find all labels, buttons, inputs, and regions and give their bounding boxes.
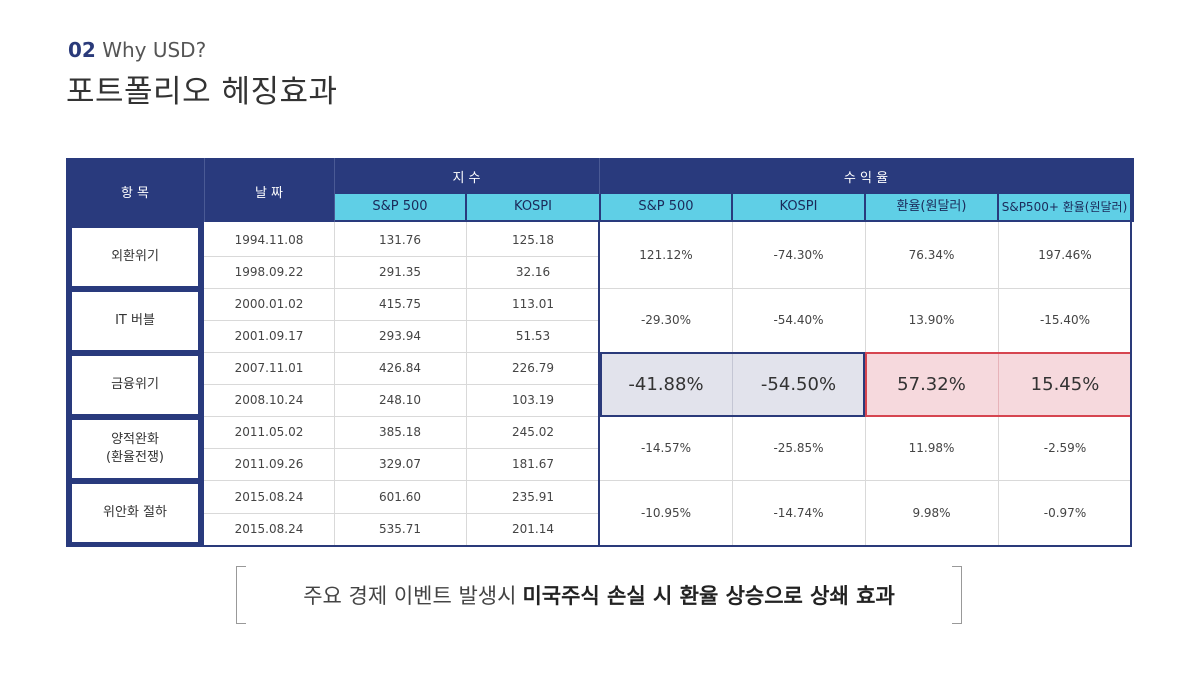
section-number: 02 bbox=[68, 38, 96, 62]
category-label: IT 버블 bbox=[115, 313, 155, 328]
caption-bold: 미국주식 손실 시 환율 상승으로 상쇄 효과 bbox=[522, 584, 895, 608]
return-cell: -74.30% bbox=[773, 248, 824, 262]
sp500-cell: 601.60 bbox=[379, 489, 421, 504]
return-cell-highlight: -41.88% bbox=[628, 374, 704, 395]
return-cell: -0.97% bbox=[1043, 505, 1087, 520]
grid-line bbox=[204, 545, 600, 547]
kospi-cell: 226.79 bbox=[512, 361, 554, 375]
sp500-cell: 426.84 bbox=[379, 361, 421, 375]
return-cell-highlight: 57.32% bbox=[897, 374, 966, 395]
date-cell: 2015.08.24 bbox=[234, 489, 304, 504]
sub-header-return-kospi: KOSPI bbox=[733, 194, 864, 220]
date-cell: 2000.01.02 bbox=[234, 297, 304, 311]
kospi-cell: 32.16 bbox=[515, 265, 551, 279]
header-divider bbox=[599, 158, 600, 194]
date-cell: 1994.11.08 bbox=[234, 233, 304, 247]
caption: 주요 경제 이벤트 발생시 미국주식 손실 시 환율 상승으로 상쇄 효과 bbox=[236, 566, 962, 624]
col-date-header: 날 짜 bbox=[254, 186, 284, 201]
category-cell: 위안화 절하 bbox=[72, 484, 198, 542]
return-cell: -10.95% bbox=[640, 505, 692, 520]
kospi-cell: 103.19 bbox=[512, 393, 554, 407]
kospi-cell: 113.01 bbox=[512, 297, 554, 311]
grid-line bbox=[204, 513, 600, 514]
date-cell: 2015.08.24 bbox=[234, 522, 304, 536]
date-cell: 2007.11.01 bbox=[234, 361, 304, 375]
sp500-cell: 131.76 bbox=[379, 233, 421, 247]
return-cell: 76.34% bbox=[908, 248, 955, 262]
category-cell: 금융위기 bbox=[72, 356, 198, 414]
kospi-cell: 51.53 bbox=[515, 329, 551, 343]
date-cell: 2001.09.17 bbox=[234, 329, 304, 343]
grid-line bbox=[204, 448, 600, 449]
caption-bracket-left bbox=[236, 566, 246, 624]
returns-frame bbox=[598, 222, 1132, 547]
category-cell: IT 버블 bbox=[72, 292, 198, 350]
sp500-cell: 293.94 bbox=[379, 329, 421, 343]
date-cell: 2011.09.26 bbox=[234, 457, 304, 471]
return-cell: 121.12% bbox=[639, 248, 693, 262]
caption-bracket-right bbox=[952, 566, 962, 624]
return-cell-highlight: 15.45% bbox=[1030, 374, 1100, 395]
col-category-header: 항 목 bbox=[120, 186, 150, 201]
return-cell: 13.90% bbox=[908, 313, 955, 327]
return-cell: -2.59% bbox=[1043, 441, 1087, 455]
sub-header-return-combined: S&P500+ 환율(원달러) bbox=[999, 194, 1130, 220]
return-cell: -25.85% bbox=[773, 441, 824, 455]
page-title: 포트폴리오 헤징효과 bbox=[66, 74, 338, 110]
category-label: 위안화 절하 bbox=[103, 505, 167, 520]
section-label: 02 Why USD? bbox=[68, 38, 206, 62]
sub-header-return-sp500: S&P 500 bbox=[601, 194, 731, 220]
return-cell: -15.40% bbox=[1039, 313, 1091, 327]
header-divider bbox=[204, 158, 205, 222]
caption-normal: 주요 경제 이벤트 발생시 bbox=[303, 584, 517, 608]
return-cell: -14.57% bbox=[640, 441, 692, 455]
sub-header-sp500: S&P 500 bbox=[335, 194, 465, 220]
sub-header-kospi: KOSPI bbox=[467, 194, 599, 220]
group-return-header: 수 익 율 bbox=[843, 171, 889, 186]
grid-line bbox=[204, 288, 1132, 289]
kospi-cell: 125.18 bbox=[512, 233, 554, 247]
sp500-cell: 385.18 bbox=[379, 425, 421, 439]
return-cell: -29.30% bbox=[640, 313, 692, 327]
kospi-cell: 201.14 bbox=[512, 522, 554, 536]
grid-line bbox=[204, 256, 600, 257]
grid-line bbox=[204, 384, 600, 385]
date-cell: 1998.09.22 bbox=[234, 265, 304, 279]
sp500-cell: 535.71 bbox=[379, 522, 421, 536]
date-cell: 2008.10.24 bbox=[234, 393, 304, 407]
category-cell: 외환위기 bbox=[72, 228, 198, 286]
kospi-cell: 181.67 bbox=[512, 457, 554, 471]
grid-line bbox=[204, 480, 1132, 481]
sp500-cell: 291.35 bbox=[379, 265, 421, 279]
sp500-cell: 415.75 bbox=[379, 297, 421, 311]
category-cell: 양적완화 (환율전쟁) bbox=[72, 420, 198, 478]
category-label: 금융위기 bbox=[111, 377, 159, 392]
date-cell: 2011.05.02 bbox=[234, 425, 304, 439]
highlight-divider bbox=[732, 354, 733, 415]
header-divider bbox=[334, 158, 335, 222]
grid-line bbox=[204, 320, 600, 321]
return-cell: -54.40% bbox=[773, 313, 824, 327]
category-label: 양적완화 bbox=[111, 432, 159, 447]
return-cell: -14.74% bbox=[773, 505, 824, 520]
return-cell: 197.46% bbox=[1038, 248, 1092, 262]
kospi-cell: 245.02 bbox=[512, 425, 554, 439]
highlight-divider bbox=[998, 354, 999, 415]
return-cell: 9.98% bbox=[912, 505, 951, 520]
group-index-header: 지 수 bbox=[452, 171, 481, 186]
return-cell-highlight: -54.50% bbox=[760, 374, 837, 395]
category-label: 외환위기 bbox=[111, 249, 159, 264]
sub-header-return-fx: 환율(원달러) bbox=[866, 194, 997, 220]
sp500-cell: 329.07 bbox=[379, 457, 421, 471]
category-label: (환율전쟁) bbox=[106, 450, 164, 465]
return-cell: 11.98% bbox=[908, 441, 955, 455]
section-title: Why USD? bbox=[102, 38, 207, 62]
sp500-cell: 248.10 bbox=[379, 393, 421, 407]
kospi-cell: 235.91 bbox=[512, 489, 554, 504]
